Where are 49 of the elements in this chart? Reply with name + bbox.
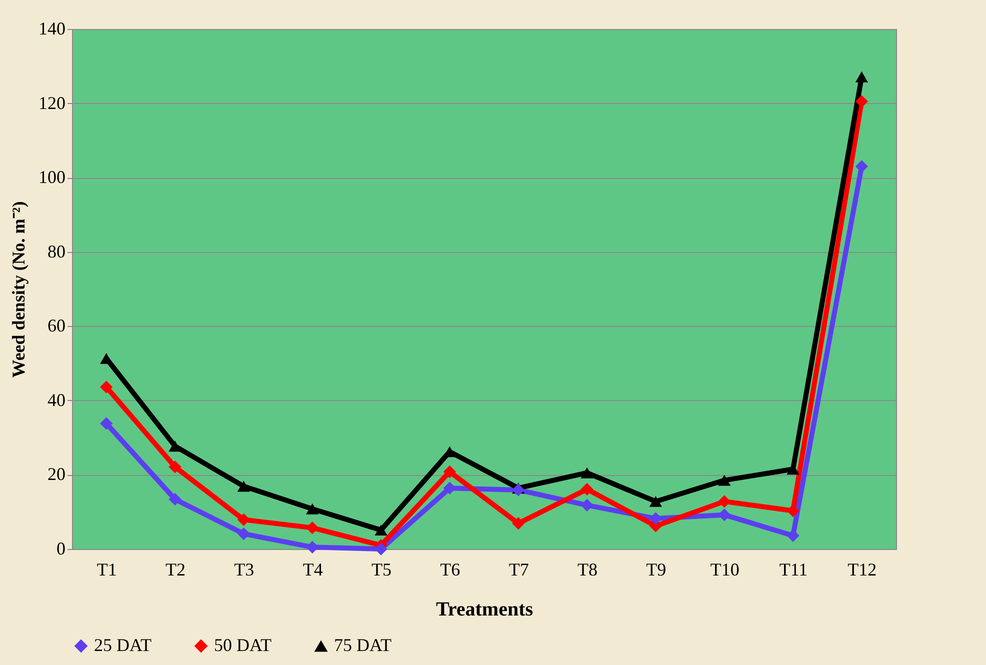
point <box>855 71 868 82</box>
point <box>786 529 800 542</box>
legend-label: 75 DAT <box>334 635 392 655</box>
point <box>855 160 868 173</box>
point <box>237 480 250 492</box>
x-tick-label: T10 <box>710 560 740 580</box>
point <box>306 503 319 514</box>
point <box>718 474 731 486</box>
x-tick-label: T6 <box>440 560 460 580</box>
y-tick-label: 0 <box>56 538 66 558</box>
point <box>580 498 594 512</box>
y-tick-label: 20 <box>48 464 66 484</box>
point <box>100 380 113 394</box>
x-tick-label: T3 <box>234 560 254 580</box>
y-tick-label: 120 <box>38 92 66 113</box>
y-tick-label: 60 <box>48 316 66 336</box>
point <box>855 95 868 108</box>
point <box>443 465 456 478</box>
legend-label: 50 DAT <box>214 635 272 655</box>
point <box>374 524 388 536</box>
x-tick-label: T5 <box>372 560 392 580</box>
x-tick-label: T12 <box>848 560 877 580</box>
x-tick-label: T9 <box>646 560 666 580</box>
point <box>306 522 319 534</box>
point <box>168 460 182 474</box>
point <box>168 492 182 506</box>
legend-label: 25 DAT <box>94 635 152 655</box>
x-tick-label: T7 <box>508 560 529 580</box>
point <box>512 517 525 530</box>
point <box>580 467 594 478</box>
point <box>786 504 800 518</box>
y-tick-label: 40 <box>48 390 66 410</box>
point <box>237 527 250 540</box>
point <box>512 484 525 496</box>
point <box>580 482 594 496</box>
point <box>237 513 250 526</box>
x-tick-label: T1 <box>96 560 117 580</box>
point <box>649 496 662 507</box>
y-axis-title: Weed density (No. m⁻²) <box>8 201 28 378</box>
x-tick-label: T2 <box>166 560 186 580</box>
x-tick-label: T11 <box>779 560 808 580</box>
y-tick-label: 80 <box>48 241 66 262</box>
y-tick-label: 100 <box>38 167 66 188</box>
x-tick-label: T4 <box>302 560 323 580</box>
point <box>168 440 182 452</box>
y-tick-label: 140 <box>38 18 66 38</box>
x-axis-title: Treatments <box>436 598 534 620</box>
point <box>100 417 113 430</box>
x-tick-label: T8 <box>578 560 598 580</box>
